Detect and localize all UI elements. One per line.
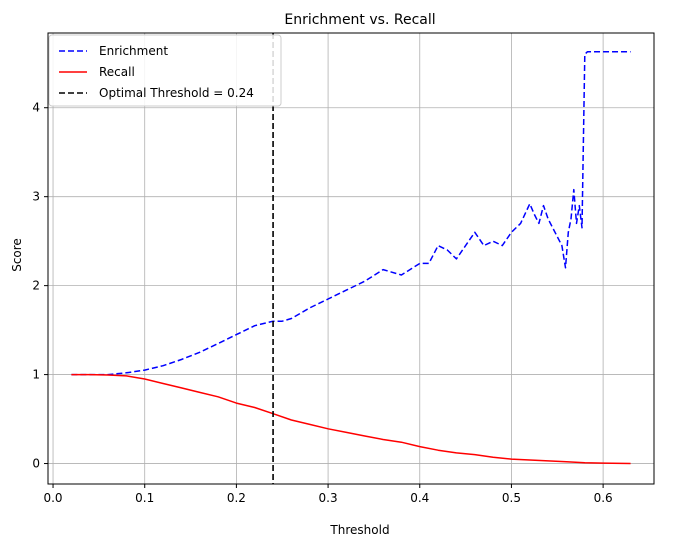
x-axis-label: Threshold	[329, 523, 389, 537]
x-tick-label-5: 0.5	[502, 491, 521, 505]
legend-box	[48, 34, 282, 107]
series-line-enrichment	[71, 50, 631, 376]
ticks: 0.0 0.1 0.2 0.3 0.4 0.5 0.6 0 1 2 3 4	[32, 101, 612, 505]
grid	[48, 33, 654, 484]
y-tick-label-4: 4	[32, 101, 40, 115]
x-tick-label-0: 0.0	[43, 491, 62, 505]
legend: Enrichment Recall Optimal Threshold = 0.…	[48, 34, 282, 107]
series-line-recall	[71, 373, 631, 465]
y-tick-label-2: 2	[32, 279, 40, 293]
plot-area	[71, 33, 631, 484]
legend-label-optimal-threshold: Optimal Threshold = 0.24	[99, 86, 254, 100]
x-tick-label-2: 0.2	[227, 491, 246, 505]
y-tick-label-3: 3	[32, 190, 40, 204]
legend-label-enrichment: Enrichment	[99, 44, 168, 58]
x-tick-label-1: 0.1	[135, 491, 154, 505]
chart-title: Enrichment vs. Recall	[284, 12, 435, 28]
x-tick-label-3: 0.3	[319, 491, 338, 505]
y-tick-label-0: 0	[32, 457, 40, 471]
x-tick-label-6: 0.6	[594, 491, 613, 505]
plot-border	[47, 32, 655, 485]
y-axis-label: Score	[10, 238, 24, 272]
x-tick-label-4: 0.4	[410, 491, 429, 505]
y-tick-label-1: 1	[32, 368, 40, 382]
axes-frame	[47, 32, 655, 485]
legend-label-recall: Recall	[99, 65, 135, 79]
